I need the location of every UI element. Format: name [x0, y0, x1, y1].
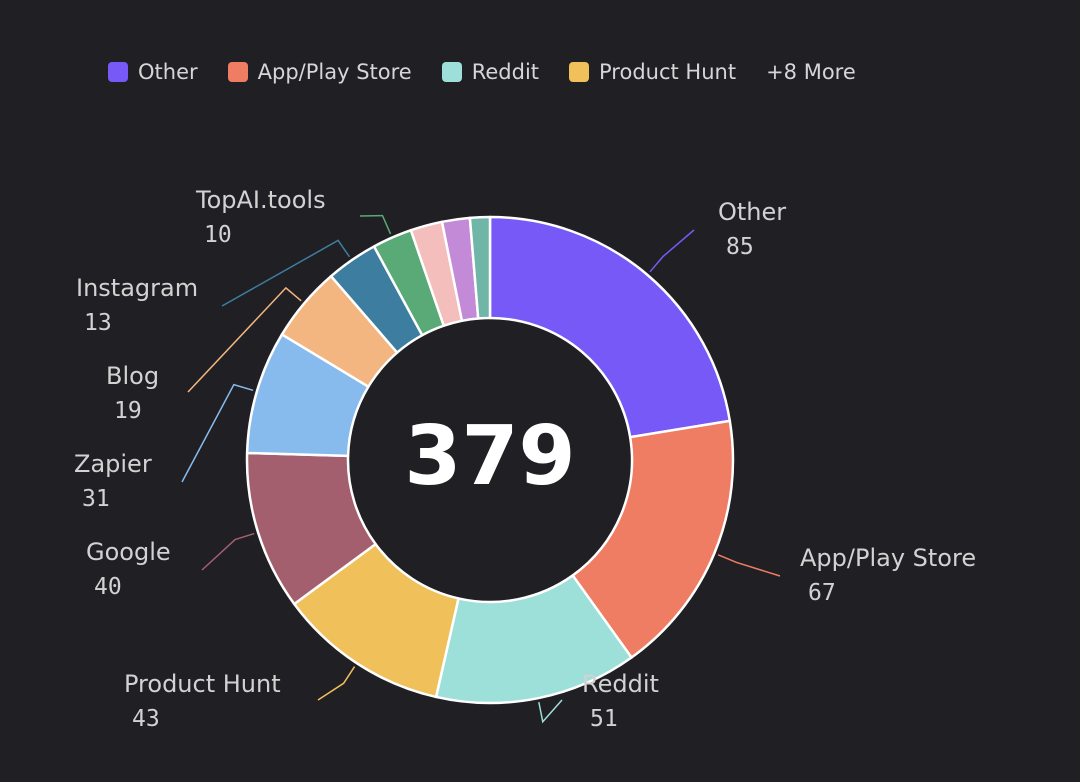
slice-value-other: 85 — [726, 234, 754, 260]
legend-item-app-play-store[interactable]: App/Play Store — [227, 60, 412, 84]
slice-value-google: 40 — [94, 574, 122, 600]
leader-line-blog — [187, 286, 302, 393]
leader-line-other — [649, 229, 695, 273]
leader-line-zapier — [181, 383, 254, 483]
slice-labels: Other 85 App/Play Store 67 Reddit 51 Product H… — [74, 186, 976, 732]
slice-value-app-play-store: 67 — [808, 580, 836, 606]
donut-slices — [245, 215, 735, 705]
slice-label-topai-tools: TopAI.tools — [195, 186, 326, 214]
slice-label-instagram: Instagram — [76, 274, 198, 302]
leader-line-instagram — [221, 239, 351, 307]
leader-line-google — [201, 532, 255, 571]
slice-value-blog: 19 — [114, 398, 142, 424]
slice-label-blog: Blog — [106, 362, 159, 390]
leader-line-app-play-store — [717, 554, 781, 577]
slice-value-zapier: 31 — [82, 486, 110, 512]
legend-label: Reddit — [471, 60, 540, 84]
slice-label-other: Other — [718, 198, 786, 226]
slice-value-topai-tools: 10 — [204, 222, 232, 248]
slice-label-reddit: Reddit — [582, 670, 659, 698]
slice-label-zapier: Zapier — [74, 450, 152, 478]
donut-slice-app-play-store[interactable] — [571, 419, 735, 659]
legend-swatch — [108, 62, 128, 82]
legend-swatch — [441, 62, 462, 82]
slice-label-google: Google — [86, 538, 171, 566]
slice-value-product-hunt: 43 — [132, 706, 160, 732]
leader-line-reddit — [538, 699, 563, 724]
slice-value-instagram: 13 — [84, 310, 112, 336]
slice-value-reddit: 51 — [590, 706, 618, 732]
label-leader-lines — [181, 214, 781, 724]
donut-slice-unlabeled-11[interactable] — [468, 215, 492, 320]
legend-label: App/Play Store — [257, 60, 412, 84]
legend-more-button[interactable]: +8 More — [766, 60, 856, 84]
chart-legend: Other App/Play Store Reddit Product Hunt… — [108, 60, 856, 84]
leader-line-product-hunt — [317, 666, 356, 701]
legend-label: Other — [138, 60, 198, 84]
donut-slice-other[interactable] — [488, 215, 732, 439]
legend-swatch — [227, 62, 248, 82]
slice-label-product-hunt: Product Hunt — [124, 670, 281, 698]
leader-line-topai-tools — [359, 214, 392, 235]
legend-item-product-hunt[interactable]: Product Hunt — [569, 60, 736, 84]
legend-item-reddit[interactable]: Reddit — [441, 60, 540, 84]
legend-label: Product Hunt — [599, 60, 737, 84]
legend-swatch — [569, 62, 590, 82]
total-count: 379 — [404, 409, 575, 504]
slice-label-app-play-store: App/Play Store — [800, 544, 976, 572]
legend-item-other[interactable]: Other — [108, 60, 198, 84]
